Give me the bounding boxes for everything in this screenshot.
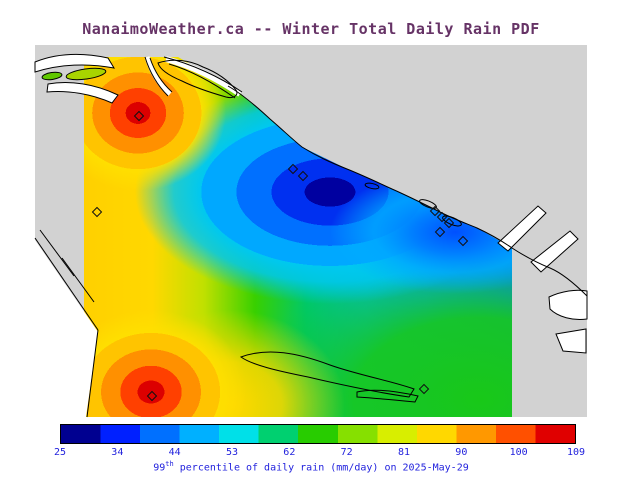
caption-text: percentile of daily rain (mm/day) on 202… xyxy=(173,462,469,474)
corner-islets xyxy=(41,67,107,81)
colorbar-tick: 109 xyxy=(566,447,586,458)
water-areas xyxy=(34,54,588,417)
caption-superscript: th xyxy=(165,460,174,468)
station-marker xyxy=(287,163,299,175)
station-marker xyxy=(146,390,158,402)
colorbar xyxy=(60,424,576,444)
station-marker xyxy=(133,110,145,122)
station-marker xyxy=(436,211,448,223)
station-marker xyxy=(443,217,455,229)
colorbar-tick: 100 xyxy=(509,447,528,458)
plot-title: NanaimoWeather.ca -- Winter Total Daily … xyxy=(82,20,540,38)
station-marker xyxy=(429,205,441,217)
colorbar-tick: 44 xyxy=(168,447,181,458)
colorbar-tick: 72 xyxy=(340,447,353,458)
colorbar-tick: 53 xyxy=(225,447,239,458)
colorbar-ticks: 25 34 44 53 62 72 81 90 100 109 xyxy=(54,447,585,460)
coastlines xyxy=(34,56,588,418)
station-marker xyxy=(297,170,309,182)
colorbar-tick: 90 xyxy=(455,447,468,458)
colorbar-tick: 81 xyxy=(397,447,411,458)
colorbar-caption: 99th percentile of daily rain (mm/day) o… xyxy=(35,460,587,473)
colorbar-tick: 34 xyxy=(111,447,124,458)
station-marker xyxy=(418,383,430,395)
station-marker xyxy=(457,235,469,247)
colorbar-tick: 62 xyxy=(283,447,296,458)
station-marker xyxy=(91,206,103,218)
colorbar-tick: 25 xyxy=(53,447,67,458)
station-markers xyxy=(91,110,469,402)
station-marker xyxy=(434,226,446,238)
caption-percentile: 99 xyxy=(153,462,166,474)
